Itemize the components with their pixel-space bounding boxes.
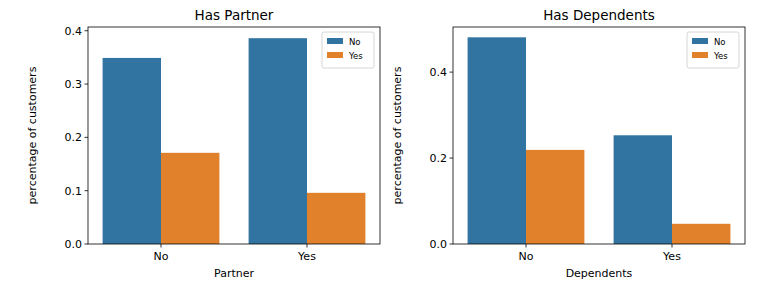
x-tick-label: Yes (662, 250, 681, 263)
chart: 0.0 0.2 0.4 No Yes Has Dependents Dependents pe… (391, 7, 745, 280)
y-tick (450, 244, 454, 245)
legend: No Yes (322, 32, 374, 68)
x-tick-label: No (154, 250, 169, 263)
y-tick (85, 84, 89, 85)
bar (103, 58, 161, 244)
y-tick (85, 30, 89, 31)
x-tick (526, 244, 527, 248)
bar (307, 193, 365, 244)
y-tick-label: 0.2 (65, 131, 83, 144)
y-tick-label: 0.1 (65, 185, 83, 198)
legend-label: Yes (348, 51, 363, 61)
legend-box (687, 32, 739, 68)
legend-label: Yes (713, 51, 728, 61)
legend-swatch (692, 38, 708, 44)
legend-swatch (327, 52, 343, 58)
x-tick-label: No (519, 250, 534, 263)
bar (614, 135, 672, 244)
bars (103, 38, 366, 244)
y-tick-label: 0.0 (430, 238, 448, 251)
figure: 0.0 0.1 0.2 0.3 0.4 No Yes Has Partner Partner pe… (0, 0, 780, 288)
y-tick-label: 0.4 (65, 25, 83, 38)
legend-label: No (349, 37, 361, 47)
y-tick (85, 137, 89, 138)
title: Has Partner (195, 7, 274, 23)
x-tick (161, 244, 162, 248)
y-tick (85, 190, 89, 191)
y-tick (85, 244, 89, 245)
y-tick (450, 158, 454, 159)
bar (249, 38, 307, 244)
x-tick (672, 244, 673, 248)
y-tick-label: 0.3 (65, 78, 83, 91)
bar (672, 224, 730, 244)
bar (526, 150, 584, 244)
chart: 0.0 0.1 0.2 0.3 0.4 No Yes Has Partner Partner pe… (26, 7, 380, 280)
x-tick-label: Yes (297, 250, 316, 263)
legend: No Yes (687, 32, 739, 68)
legend-label: No (714, 37, 726, 47)
y-tick-label: 0.0 (65, 238, 83, 251)
y-tick-label: 0.4 (430, 66, 448, 79)
y-tick-label: 0.2 (430, 152, 448, 165)
frame (453, 27, 745, 244)
title: Has Dependents (543, 7, 655, 23)
x-axis-label: Partner (214, 267, 254, 280)
y-tick (450, 72, 454, 73)
frame (88, 27, 380, 244)
legend-box (322, 32, 374, 68)
legend-swatch (327, 38, 343, 44)
y-axis-label: percentage of customers (391, 66, 404, 204)
bar (468, 37, 526, 244)
legend-swatch (692, 52, 708, 58)
y-axis-label: percentage of customers (26, 66, 39, 204)
bar (161, 153, 219, 244)
x-axis-label: Dependents (566, 267, 633, 280)
x-tick (307, 244, 308, 248)
